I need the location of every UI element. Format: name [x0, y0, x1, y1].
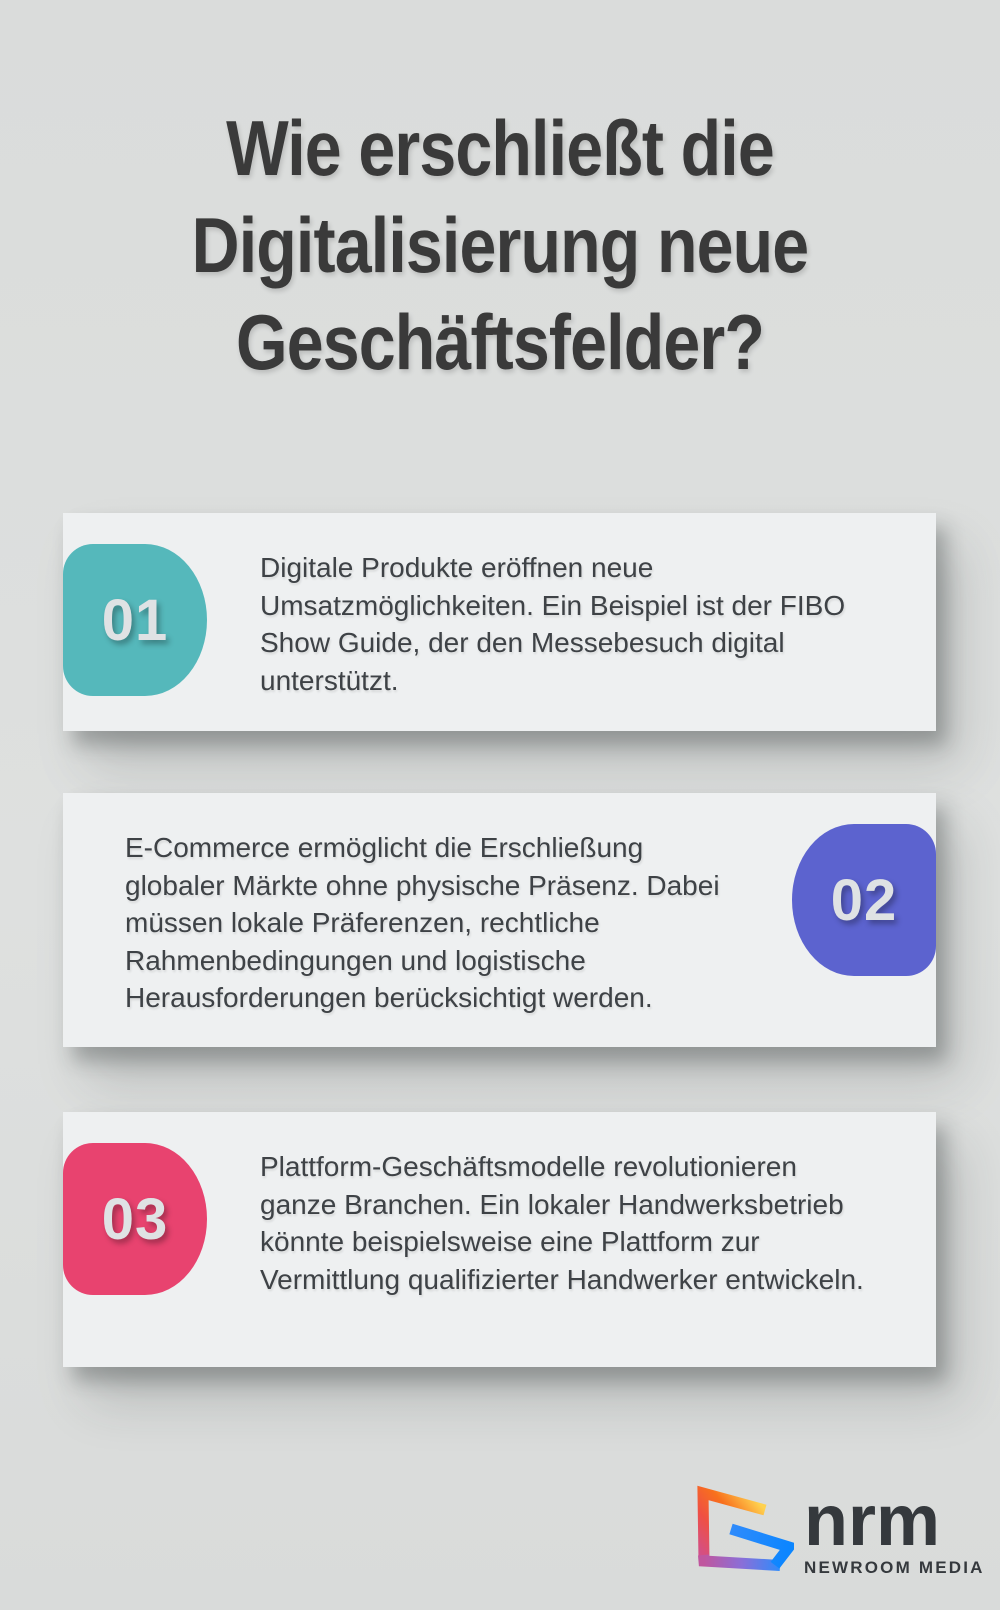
newroom-media-logo-icon — [697, 1485, 794, 1571]
step-2-number-badge: 02 — [792, 824, 936, 976]
step-3-text: Plattform-Geschäftsmodelle revolutionier… — [260, 1151, 864, 1295]
step-2-number: 02 — [830, 867, 898, 933]
step-1-text: Digitale Produkte eröffnen neue Umsatzmö… — [260, 552, 846, 696]
step-card-1: 01 Digitale Produkte eröffnen neue Umsat… — [63, 513, 936, 731]
logo-brand: nrm — [804, 1481, 941, 1561]
logo-text-block: nrm NEWROOM MEDIA — [804, 1481, 985, 1578]
step-card-2: 02 E-Commerce ermöglicht die Erschließun… — [63, 793, 936, 1047]
step-1-number: 01 — [101, 587, 169, 653]
logo-subtitle: NEWROOM MEDIA — [804, 1558, 985, 1577]
page-title: Wie erschließt die Digitalisierung neue … — [75, 100, 925, 391]
page-title-line: Geschäftsfelder? — [235, 298, 765, 386]
step-1-number-badge: 01 — [63, 544, 207, 696]
logo: nrm NEWROOM MEDIA — [694, 1484, 985, 1578]
step-3-number-badge: 03 — [63, 1143, 207, 1295]
page-title-line: Wie erschließt die — [226, 104, 775, 192]
page-title-line: Digitalisierung neue — [191, 201, 809, 289]
step-card-3: 03 Plattform-Geschäftsmodelle revolution… — [63, 1112, 936, 1367]
step-2-text: E-Commerce ermöglicht die Erschließung g… — [125, 832, 720, 1013]
step-3-number: 03 — [101, 1186, 169, 1252]
